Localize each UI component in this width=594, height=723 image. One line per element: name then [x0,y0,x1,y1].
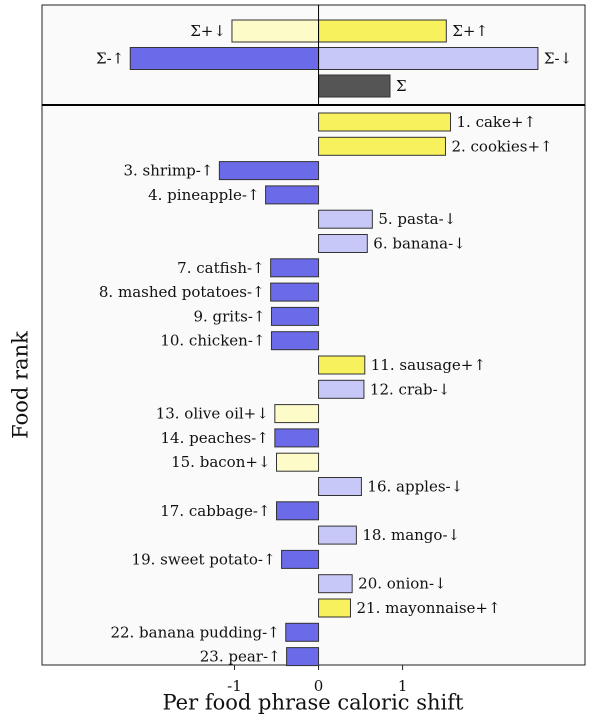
x-tick-label: 1 [398,677,408,695]
bar-label: 14. peaches-↑ [161,429,269,447]
bar-label: 16. apples-↓ [367,478,463,496]
bar [270,282,320,302]
bar-label: 18. mango-↓ [362,526,460,544]
bar [318,234,368,253]
bar-label: 8. mashed potatoes-↑ [99,283,265,301]
bar-label: 21. mayonnaise+↑ [356,599,500,617]
bar [318,477,362,496]
bar [318,355,366,375]
bar-label: 19. sweet potato-↑ [132,550,276,568]
bar [318,574,353,594]
bar-label: 22. banana pudding-↑ [110,623,279,641]
bar [318,112,452,132]
bar [286,647,320,667]
bar [318,598,351,618]
bar-label: 15. bacon+↓ [171,453,270,471]
bar [276,452,320,472]
x-tick-label: 0 [314,677,324,695]
bar [318,209,373,229]
bar-label: 9. grits-↑ [193,307,265,325]
bar-label: 3. shrimp-↑ [123,162,213,180]
bar [318,19,447,43]
bar [270,258,320,278]
bar-label: 2. cookies+↑ [451,137,552,155]
bar-label: Σ [396,77,407,95]
y-axis-label: Food rank [9,331,33,439]
bar [274,428,320,448]
bar [231,19,320,43]
bar [318,47,539,70]
bar-label: 5. pasta-↓ [378,210,456,228]
bar-label: Σ-↓ [544,50,572,68]
bar-label: 20. onion-↓ [358,575,446,593]
bar-label: 12. crab-↓ [370,380,450,398]
bar-label: 13. olive oil+↓ [156,405,269,423]
bar [318,136,446,156]
bar [218,161,320,181]
bar-label: 7. catfish-↑ [177,259,264,277]
bar [274,404,320,424]
bar [270,331,320,351]
bar-label: 6. banana-↓ [373,235,465,253]
bar-label: 10. chicken-↑ [160,332,265,350]
bar [265,185,320,205]
bar-label: Σ-↑ [96,50,124,68]
x-tick-label: -1 [227,677,242,695]
bar-label: 17. cabbage-↑ [160,502,270,520]
bar-label: 23. pear-↑ [200,648,281,666]
bar [281,549,320,569]
bar [285,622,320,642]
bar [276,501,320,521]
bar [318,379,365,399]
bar [318,74,391,98]
bar [318,525,357,545]
bar-label: Σ+↑ [452,22,488,40]
bar [129,47,320,70]
bar-label: 4. pineapple-↑ [148,186,259,204]
x-axis-label: Per food phrase caloric shift [163,691,465,715]
bar-label: 1. cake+↑ [457,113,537,131]
bar [270,306,320,326]
bar-label: 11. sausage+↑ [371,356,486,374]
bar-label: Σ+↓ [190,22,226,40]
